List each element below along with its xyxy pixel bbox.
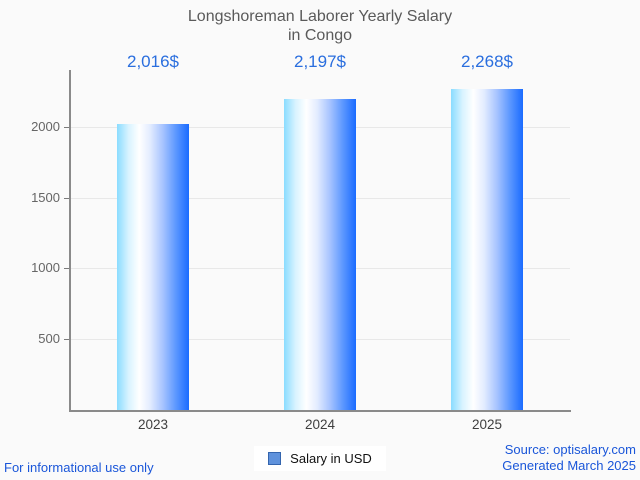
value-label-2023: 2,016$ <box>127 52 179 71</box>
generated-text: Generated March 2025 <box>502 458 636 473</box>
y-axis-line <box>69 70 71 412</box>
y-tick-mark-1500 <box>64 198 71 199</box>
y-tick-label-2000: 2000 <box>31 119 60 134</box>
x-tick-label-2025: 2025 <box>471 417 503 432</box>
legend: Salary in USD <box>0 446 640 471</box>
x-tick-label-2023: 2023 <box>137 417 169 432</box>
y-tick-mark-2000 <box>64 127 71 128</box>
value-label-2024: 2,197$ <box>294 52 346 71</box>
disclaimer-text: For informational use only <box>4 460 154 475</box>
bar-2023[interactable] <box>117 124 189 410</box>
legend-label: Salary in USD <box>290 451 372 466</box>
y-tick-label-1500: 1500 <box>31 190 60 205</box>
chart-title: Longshoreman Laborer Yearly Salary in Co… <box>0 7 640 45</box>
chart-title-line1: Longshoreman Laborer Yearly Salary <box>187 8 453 25</box>
legend-item-salary-in-usd[interactable]: Salary in USD <box>254 446 386 471</box>
source-attribution: Source: optisalary.com Generated March 2… <box>502 442 636 474</box>
value-label-2025: 2,268$ <box>461 52 513 71</box>
bar-2024[interactable] <box>284 99 356 410</box>
y-tick-mark-500 <box>64 339 71 340</box>
legend-square-icon <box>268 452 282 465</box>
x-tick-label-2024: 2024 <box>304 417 336 432</box>
chart-title-line2: in Congo <box>287 27 353 44</box>
y-tick-mark-1000 <box>64 268 71 269</box>
y-tick-label-1000: 1000 <box>31 260 60 275</box>
y-tick-label-500: 500 <box>38 331 60 346</box>
source-text: Source: optisalary.com <box>504 442 636 457</box>
bar-2025[interactable] <box>451 89 523 410</box>
x-axis-line <box>69 410 571 412</box>
